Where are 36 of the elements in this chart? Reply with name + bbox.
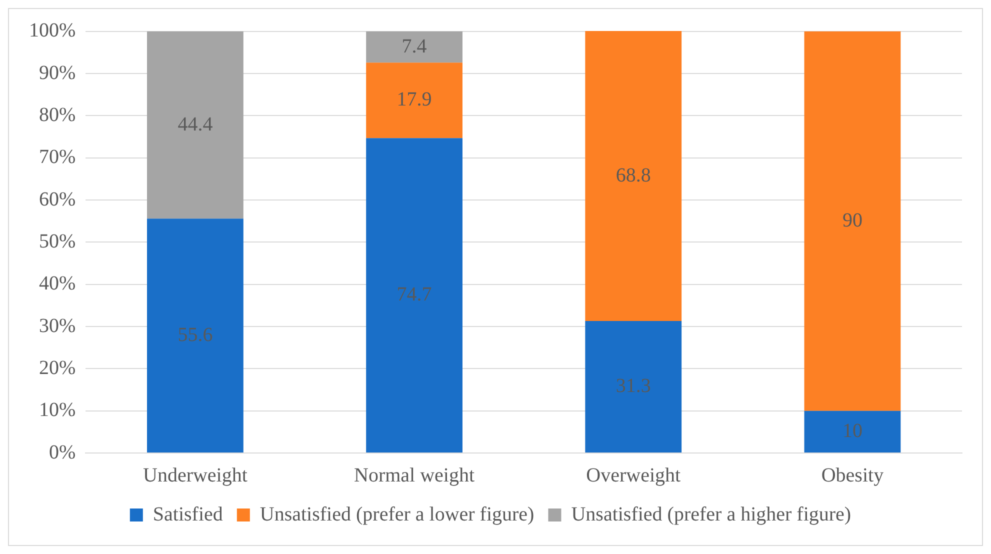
data-label: 7.4 (402, 35, 427, 58)
data-label: 74.7 (396, 284, 432, 306)
bar (585, 321, 682, 452)
x-tick-label: Obesity (821, 464, 884, 486)
x-tick-label: Underweight (142, 464, 248, 486)
data-label: 68.8 (616, 164, 651, 186)
y-tick-label: 60% (38, 188, 76, 210)
legend-label: Unsatisfied (prefer a higher figure) (571, 503, 852, 526)
bar (585, 31, 682, 322)
bar (366, 62, 462, 138)
data-label: 90 (842, 209, 862, 232)
bar (147, 218, 244, 452)
bar (147, 31, 244, 219)
x-tick-label: Overweight (586, 464, 682, 486)
y-tick-label: 50% (38, 230, 76, 252)
y-tick-label: 100% (28, 20, 76, 42)
legend-label: Satisfied (152, 503, 223, 526)
bar (804, 31, 901, 411)
data-label: 55.6 (178, 324, 213, 346)
y-tick-label: 0% (48, 441, 76, 464)
y-tick-label: 30% (38, 314, 76, 337)
y-tick-label: 70% (38, 146, 76, 168)
data-label: 10 (842, 420, 862, 442)
y-tick-label: 40% (38, 272, 76, 295)
y-tick-label: 10% (38, 399, 76, 422)
data-label: 17.9 (396, 88, 432, 111)
data-label: 44.4 (178, 113, 213, 136)
bar (366, 31, 462, 63)
y-tick-label: 20% (38, 356, 76, 379)
data-label: 31.3 (616, 375, 651, 398)
bar (804, 410, 901, 452)
bar (366, 138, 462, 452)
y-tick-label: 80% (38, 104, 76, 126)
x-tick-label: Normal weight (354, 464, 475, 486)
legend-label: Unsatisfied (prefer a lower figure) (260, 503, 534, 526)
y-tick-label: 90% (38, 62, 76, 84)
